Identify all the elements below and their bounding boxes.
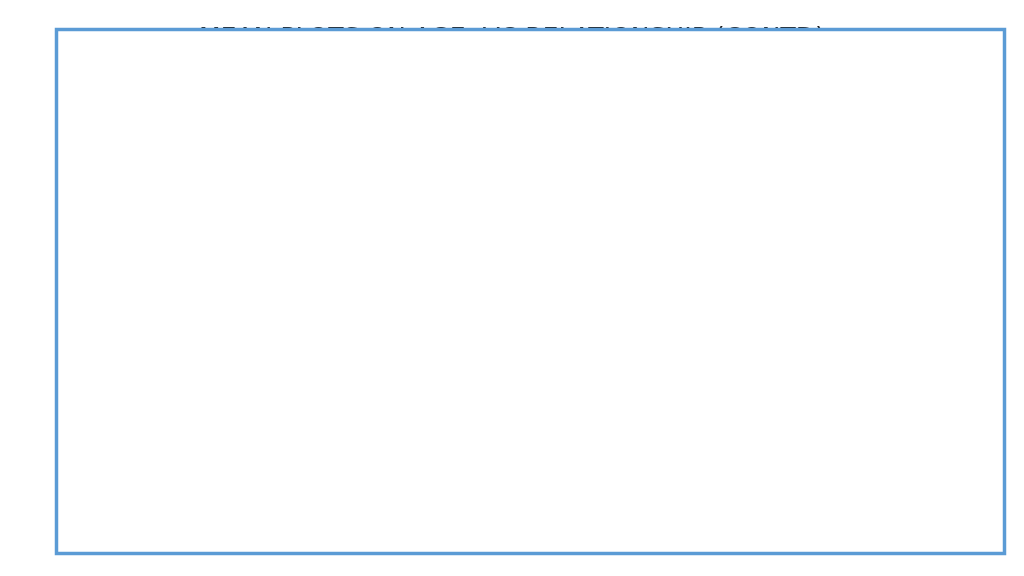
FancyBboxPatch shape [56, 29, 1004, 553]
Y-axis label: Mean of NEW VENTURE: Risk taking: Mean of NEW VENTURE: Risk taking [252, 197, 265, 408]
Text: Figure 2:  Trajectory of risk taking by age.: Figure 2: Trajectory of risk taking by a… [92, 521, 354, 533]
X-axis label: Q2. Age: Q2. Age [594, 504, 655, 518]
Text: MEAN PLOTS ON AGE- VC RELATIONSHIP (CONTD): MEAN PLOTS ON AGE- VC RELATIONSHIP (CONT… [199, 25, 825, 50]
